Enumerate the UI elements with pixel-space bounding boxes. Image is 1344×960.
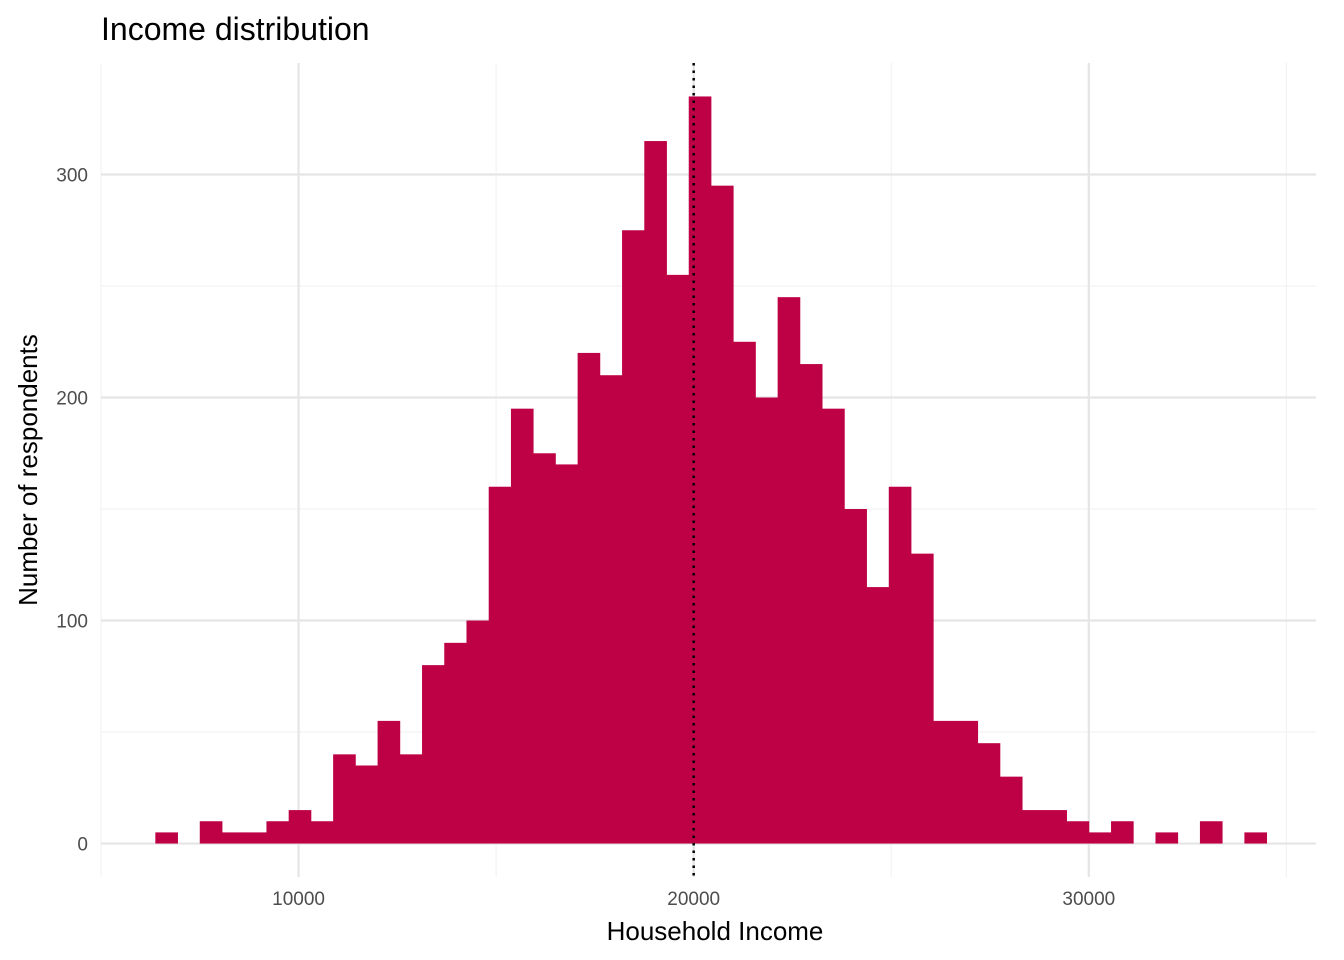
histogram-bar (1199, 821, 1223, 844)
histogram-bar (777, 297, 801, 844)
histogram-bar (1244, 832, 1268, 844)
histogram-bar (444, 642, 467, 844)
histogram-bar (599, 375, 623, 844)
histogram-bar (533, 453, 556, 844)
histogram-bar (933, 720, 956, 844)
y-tick-label: 0 (77, 835, 88, 856)
histogram-bar (555, 464, 579, 844)
histogram-bars (155, 96, 1268, 844)
histogram-bar (222, 832, 245, 844)
histogram-bar (466, 620, 490, 844)
histogram-bar (488, 486, 512, 844)
y-tick-label: 300 (56, 166, 88, 187)
x-axis-ticks: 10000 20000 30000 (272, 889, 1115, 910)
chart-title: Income distribution (101, 11, 370, 47)
x-tick-label: 10000 (272, 889, 325, 910)
histogram-bar (977, 743, 1001, 844)
x-tick-label: 20000 (667, 889, 720, 910)
x-tick-label: 30000 (1062, 889, 1115, 910)
histogram-bar (955, 720, 979, 844)
histogram-bar (688, 96, 712, 844)
histogram-bar (622, 230, 645, 844)
histogram-bar (799, 364, 823, 844)
histogram-bar (710, 185, 734, 844)
y-tick-label: 200 (56, 389, 88, 410)
histogram-bar (577, 352, 601, 844)
histogram-bar (666, 274, 690, 844)
histogram-bar (733, 341, 756, 844)
histogram-bar (888, 486, 912, 844)
histogram-bar (822, 408, 845, 844)
y-tick-label: 100 (56, 612, 88, 633)
histogram-bar (1044, 810, 1067, 844)
histogram-bar (310, 821, 334, 844)
histogram-bar (755, 397, 779, 844)
histogram-bar (999, 776, 1023, 844)
histogram-bar (422, 665, 445, 844)
y-axis-ticks: 0 100 200 300 (56, 166, 88, 856)
y-axis-title: Number of respondents (13, 334, 43, 606)
histogram-bar (199, 821, 223, 844)
histogram-bar (644, 141, 667, 844)
histogram-bar (911, 553, 934, 844)
histogram-bar (844, 509, 867, 844)
histogram-bar (155, 832, 178, 844)
histogram-bar (377, 720, 401, 844)
histogram-bar (1155, 832, 1179, 844)
histogram-bar (1066, 821, 1090, 844)
histogram-bar (1088, 832, 1112, 844)
x-axis-title: Household Income (607, 916, 824, 946)
histogram-bar (399, 754, 423, 844)
histogram-bar (510, 408, 534, 844)
histogram-bar (1022, 810, 1045, 844)
histogram-bar (333, 754, 356, 844)
histogram-bar (1111, 821, 1134, 844)
histogram-bar (866, 587, 890, 844)
histogram-bar (288, 810, 312, 844)
histogram-bar (355, 765, 378, 844)
histogram-bar (266, 821, 290, 844)
histogram-bar (244, 832, 267, 844)
